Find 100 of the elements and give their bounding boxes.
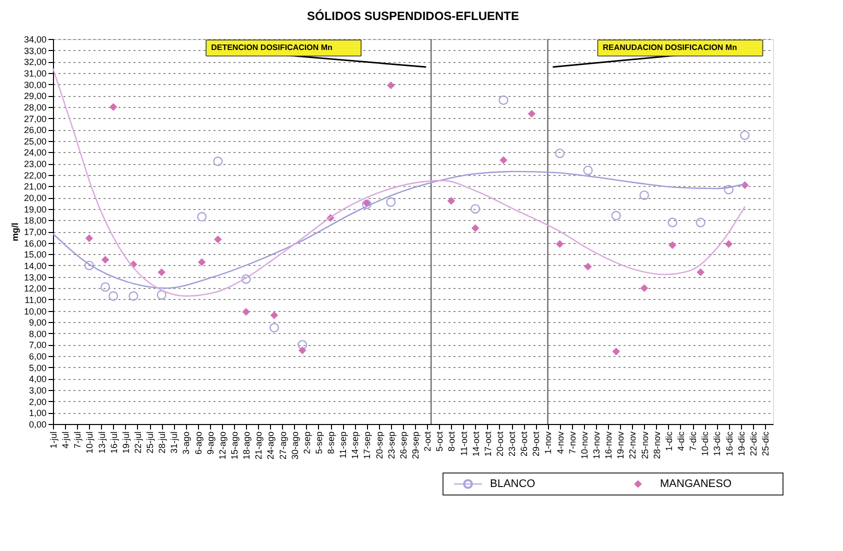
point — [241, 274, 251, 284]
point — [386, 197, 396, 207]
x-tick-label: 23-oct — [507, 431, 518, 457]
x-tick-label: 15-ago — [230, 432, 240, 460]
x-tick-label: 4-nov — [555, 431, 566, 454]
x-tick-label: 1-jul — [48, 432, 58, 449]
y-tick-label: 29,00 — [24, 91, 46, 102]
x-tick-label: 22-jul — [132, 432, 143, 454]
x-tick-label: 13-dic — [712, 431, 722, 456]
point — [640, 190, 650, 200]
point — [471, 224, 480, 232]
y-tick-label: 6,00 — [28, 352, 46, 362]
x-tick-label: 22-dic — [748, 431, 758, 456]
x-tick-label: 30-ago — [290, 432, 300, 460]
x-tick-label: 19-dic — [736, 431, 746, 456]
y-tick-label: 23,00 — [24, 159, 46, 170]
x-tick-label: 5-sep — [314, 432, 324, 454]
y-tick-label: 15,00 — [24, 250, 46, 260]
point — [640, 284, 648, 292]
x-tick-label: 16-nov — [604, 431, 614, 460]
x-tick-label: 4-jul — [60, 432, 71, 449]
y-tick-label: 34,00 — [24, 34, 46, 44]
y-tick-label: 30,00 — [24, 80, 46, 90]
x-tick-label: 16-dic — [724, 431, 734, 456]
y-tick-label: 17,00 — [24, 227, 46, 237]
y-tick-label: 16,00 — [24, 238, 46, 248]
point — [668, 241, 676, 249]
x-tick-label: 7-nov — [567, 431, 578, 454]
y-tick-label: 4,00 — [28, 374, 46, 384]
point — [696, 218, 706, 228]
x-tick-label: 24-ago — [266, 432, 276, 460]
x-tick-label: 13-jul — [96, 432, 107, 454]
x-tick-label: 28-nov — [652, 431, 662, 460]
x-tick-label: 25-nov — [640, 431, 650, 460]
y-tick-label: 5,00 — [28, 362, 46, 373]
point — [197, 212, 207, 222]
x-tick-label: 31-jul — [169, 432, 180, 454]
x-tick-label: 26-sep — [398, 432, 408, 460]
point — [583, 166, 593, 176]
x-tick-label: 25-dic — [760, 431, 770, 456]
x-tick-label: 7-jul — [72, 432, 83, 449]
point — [611, 210, 621, 220]
chart-title: SÓLIDOS SUSPENDIDOS-EFLUENTE — [306, 9, 520, 23]
point — [214, 236, 222, 244]
y-tick-label: 27,00 — [24, 114, 46, 124]
y-tick-label: 18,00 — [24, 216, 46, 226]
point — [156, 290, 166, 300]
y-tick-label: 26,00 — [24, 125, 46, 136]
x-tick-label: 13-nov — [592, 431, 602, 460]
x-tick-label: 2-sep — [302, 432, 312, 454]
point — [270, 311, 278, 320]
y-tick-label: 25,00 — [24, 136, 46, 146]
point — [584, 262, 592, 270]
point — [740, 130, 750, 140]
point — [84, 260, 94, 270]
point — [269, 322, 280, 333]
point — [242, 308, 250, 316]
point — [128, 291, 138, 301]
point — [470, 204, 480, 214]
y-tick-label: 32,00 — [24, 57, 46, 68]
x-tick-label: 18-ago — [242, 432, 252, 460]
y-tick-label: 11,00 — [24, 294, 46, 305]
x-tick-label: 10-nov — [579, 431, 590, 460]
x-tick-label: 8-oct — [446, 431, 457, 452]
x-tick-label: 10-dic — [700, 431, 710, 456]
x-tick-label: 9-ago — [205, 432, 216, 455]
point — [555, 148, 565, 158]
point — [724, 184, 734, 194]
ref-line-label: REANUDACION DOSIFICACION Mn — [602, 43, 738, 52]
x-tick-label: 23-sep — [386, 432, 396, 460]
point — [158, 268, 166, 276]
point — [498, 95, 508, 105]
y-tick-label: 14,00 — [24, 260, 46, 271]
x-tick-label: 1-dic — [664, 431, 674, 452]
x-tick-label: 28-jul — [157, 432, 168, 454]
x-tick-label: 17-oct — [482, 431, 493, 457]
x-tick-label: 14-sep — [350, 432, 360, 460]
x-tick-label: 8-sep — [326, 432, 336, 454]
y-tick-label: 8,00 — [28, 328, 46, 339]
point — [612, 348, 620, 356]
x-tick-label: 12-ago — [217, 432, 228, 460]
point — [298, 346, 306, 354]
y-tick-label: 9,00 — [28, 318, 46, 328]
y-tick-label: 13,00 — [24, 272, 46, 282]
point — [85, 234, 94, 242]
point — [668, 218, 678, 228]
x-tick-label: 4-dic — [676, 431, 686, 452]
y-axis-title: mg/l — [10, 222, 20, 242]
x-tick-label: 10-jul — [84, 432, 95, 454]
point — [556, 240, 564, 248]
x-tick-label: 26-oct — [519, 431, 530, 457]
legend-label: BLANCO — [490, 478, 536, 490]
line-series — [52, 68, 746, 297]
y-tick-label: 21,00 — [24, 182, 46, 192]
legend-label: MANGANESO — [660, 478, 732, 490]
point — [724, 240, 733, 248]
y-tick-label: 7,00 — [28, 340, 46, 350]
x-tick-label: 2-oct — [422, 431, 433, 452]
x-tick-label: 20-sep — [374, 432, 384, 460]
x-tick-label: 19-jul — [120, 432, 131, 454]
